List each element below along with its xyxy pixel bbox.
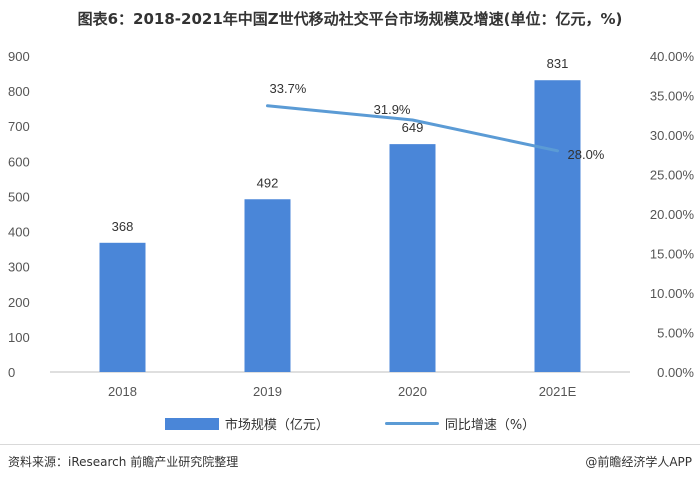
legend-line-label: 同比增速（%）: [444, 418, 536, 433]
y-right-tick-label: 5.00%: [657, 326, 694, 341]
x-tick-label: 2019: [253, 384, 282, 399]
y-left-tick-label: 300: [8, 260, 30, 275]
y-left-tick-label: 500: [8, 189, 30, 204]
footer-divider: [0, 444, 700, 445]
y-right-tick-label: 0.00%: [657, 365, 694, 380]
bar-value-label: 649: [402, 120, 424, 135]
y-right-tick-label: 30.00%: [650, 128, 695, 143]
bar-value-label: 831: [547, 56, 569, 71]
source-note: 资料来源：iResearch 前瞻产业研究院整理: [8, 455, 239, 469]
y-left-tick-label: 100: [8, 330, 30, 345]
legend-line-swatch: [384, 422, 439, 425]
y-left-tick-label: 0: [8, 365, 15, 380]
growth-value-label: 31.9%: [374, 102, 411, 117]
legend-item-bar: 市场规模（亿元）: [164, 414, 329, 433]
y-right-tick-label: 35.00%: [650, 89, 695, 104]
credit-note: @前瞻经济学人APP: [585, 455, 692, 469]
x-tick-label: 2020: [398, 384, 427, 399]
y-right-tick-label: 25.00%: [650, 168, 695, 183]
legend-bar-label: 市场规模（亿元）: [224, 418, 329, 433]
legend-bar-swatch: [164, 417, 219, 430]
y-left-tick-label: 700: [8, 119, 30, 134]
y-right-tick-label: 40.00%: [650, 49, 695, 64]
bar-value-label: 368: [112, 219, 134, 234]
x-tick-label: 2018: [108, 384, 137, 399]
growth-value-label: 28.0%: [568, 147, 605, 162]
y-right-tick-label: 15.00%: [650, 247, 695, 262]
y-right-tick-label: 20.00%: [650, 207, 695, 222]
bar-2021E: [534, 80, 581, 372]
bar-2018: [99, 242, 146, 372]
bar-2019: [244, 199, 291, 372]
chart-canvas: 0 100 200 300 400 500 600 700 800 900 0.00% 5.00% 10…: [8, 49, 695, 399]
y-left-tick-label: 600: [8, 154, 30, 169]
y-right-tick-label: 10.00%: [650, 286, 695, 301]
legend-item-line: 同比增速（%）: [384, 414, 536, 433]
bar-value-label: 492: [257, 175, 279, 190]
y-left-tick-label: 200: [8, 295, 30, 310]
bar-2020: [389, 144, 436, 372]
legend: 市场规模（亿元） 同比增速（%）: [0, 414, 700, 433]
x-tick-label: 2021E: [539, 384, 577, 399]
y-left-tick-label: 800: [8, 84, 30, 99]
growth-value-label: 33.7%: [270, 81, 307, 96]
y-left-tick-label: 900: [8, 49, 30, 64]
footer: 资料来源：iResearch 前瞻产业研究院整理 @前瞻经济学人APP: [8, 453, 692, 475]
chart-title: 图表6：2018-2021年中国Z世代移动社交平台市场规模及增速(单位：亿元，%…: [77, 10, 623, 28]
y-left-tick-label: 400: [8, 225, 30, 240]
